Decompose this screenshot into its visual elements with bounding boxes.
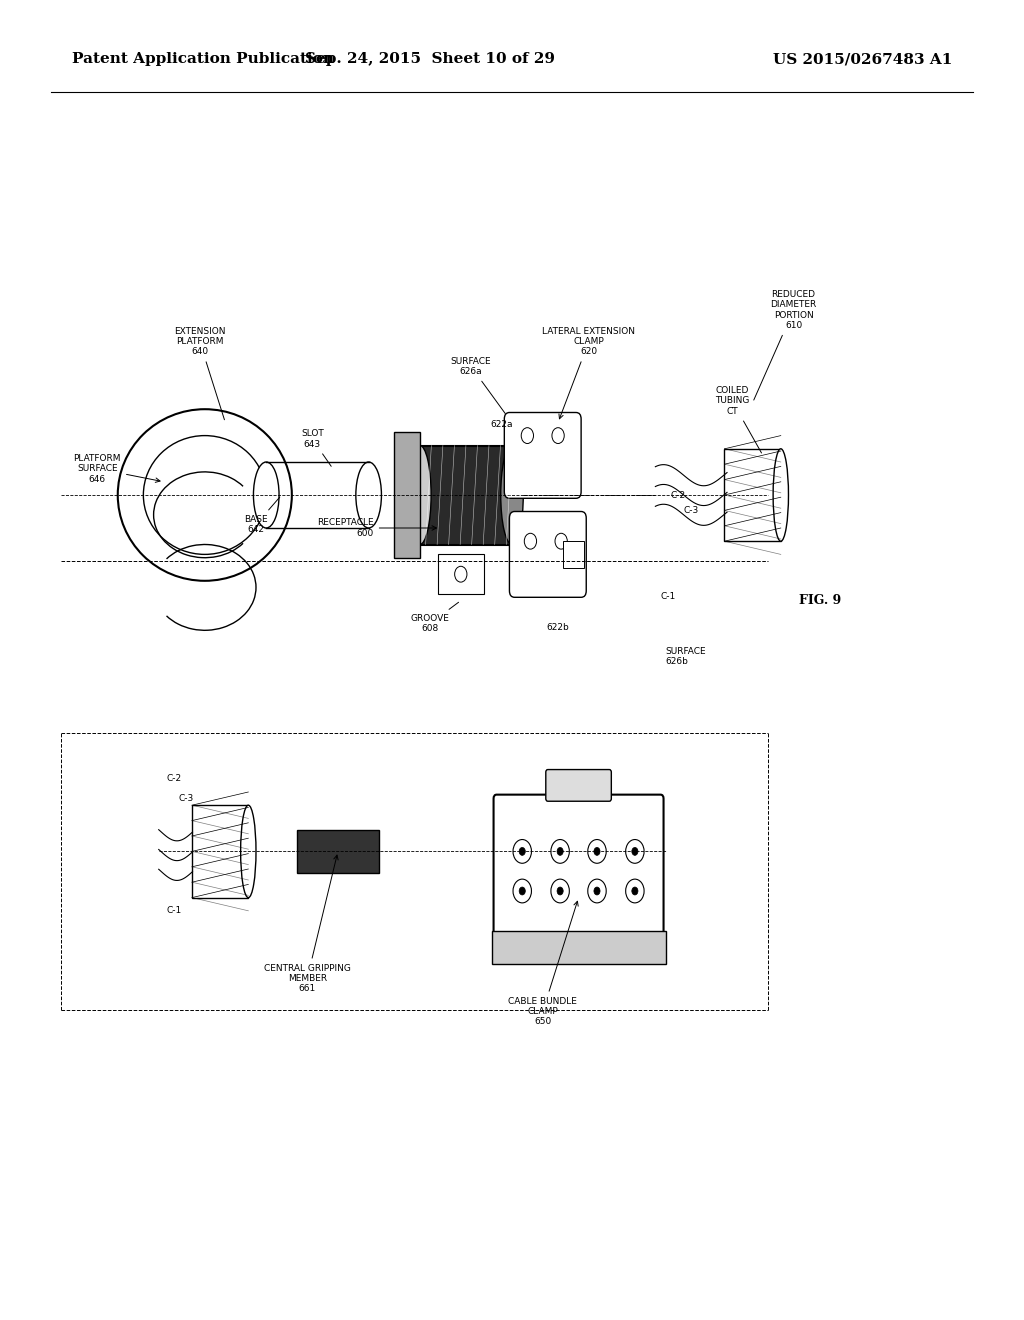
Ellipse shape <box>773 449 788 541</box>
Text: COILED
TUBING
CT: COILED TUBING CT <box>715 385 762 453</box>
FancyBboxPatch shape <box>394 433 420 557</box>
Text: SURFACE
626b: SURFACE 626b <box>666 647 707 667</box>
FancyBboxPatch shape <box>492 931 666 964</box>
FancyBboxPatch shape <box>510 511 586 597</box>
Circle shape <box>519 887 525 895</box>
Ellipse shape <box>501 446 523 544</box>
Text: 622a: 622a <box>490 420 513 429</box>
Circle shape <box>557 847 563 855</box>
Text: GROOVE
608: GROOVE 608 <box>411 602 459 634</box>
FancyBboxPatch shape <box>420 446 512 544</box>
FancyBboxPatch shape <box>494 795 664 935</box>
Ellipse shape <box>241 805 256 898</box>
Circle shape <box>632 847 638 855</box>
Text: SURFACE
626a: SURFACE 626a <box>451 356 505 413</box>
FancyBboxPatch shape <box>563 541 584 568</box>
FancyBboxPatch shape <box>725 449 781 541</box>
FancyBboxPatch shape <box>438 554 483 594</box>
FancyBboxPatch shape <box>297 830 379 873</box>
Ellipse shape <box>356 462 381 528</box>
Text: SLOT
643: SLOT 643 <box>301 429 331 466</box>
Text: C-2: C-2 <box>671 491 686 499</box>
FancyBboxPatch shape <box>193 805 248 898</box>
Circle shape <box>594 887 600 895</box>
Text: C-3: C-3 <box>683 507 698 515</box>
Ellipse shape <box>409 446 431 544</box>
Text: C-1: C-1 <box>167 907 181 915</box>
Circle shape <box>594 847 600 855</box>
Circle shape <box>519 847 525 855</box>
Circle shape <box>557 887 563 895</box>
Text: RECEPTACLE
600: RECEPTACLE 600 <box>317 519 436 537</box>
Text: Sep. 24, 2015  Sheet 10 of 29: Sep. 24, 2015 Sheet 10 of 29 <box>305 53 555 66</box>
Text: REDUCED
DIAMETER
PORTION
610: REDUCED DIAMETER PORTION 610 <box>754 290 817 400</box>
Text: C-1: C-1 <box>660 593 676 601</box>
Text: LATERAL EXTENSION
CLAMP
620: LATERAL EXTENSION CLAMP 620 <box>543 326 635 418</box>
Text: C-3: C-3 <box>179 795 194 803</box>
Text: C-2: C-2 <box>167 775 181 783</box>
Text: BASE
642: BASE 642 <box>244 498 280 535</box>
Text: CENTRAL GRIPPING
MEMBER
661: CENTRAL GRIPPING MEMBER 661 <box>264 855 350 994</box>
FancyBboxPatch shape <box>546 770 611 801</box>
Text: CABLE BUNDLE
CLAMP
650: CABLE BUNDLE CLAMP 650 <box>508 902 579 1027</box>
FancyBboxPatch shape <box>505 412 582 498</box>
Text: 622b: 622b <box>547 623 569 632</box>
Text: US 2015/0267483 A1: US 2015/0267483 A1 <box>773 53 952 66</box>
Text: FIG. 9: FIG. 9 <box>799 594 841 607</box>
Text: Patent Application Publication: Patent Application Publication <box>72 53 334 66</box>
Text: PLATFORM
SURFACE
646: PLATFORM SURFACE 646 <box>74 454 160 483</box>
Circle shape <box>632 887 638 895</box>
Text: EXTENSION
PLATFORM
640: EXTENSION PLATFORM 640 <box>174 326 225 420</box>
Ellipse shape <box>254 462 279 528</box>
